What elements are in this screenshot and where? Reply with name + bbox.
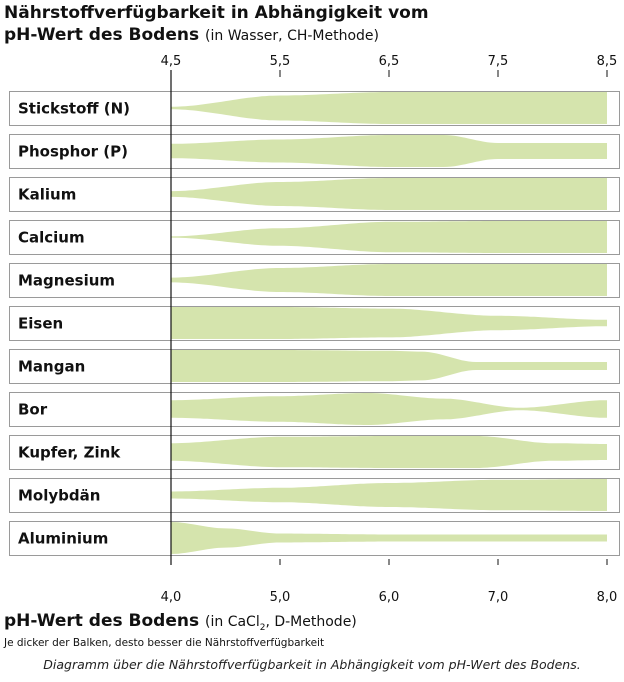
legend-note: Je dicker der Balken, desto besser die N… (4, 637, 325, 649)
row-label-phosphor-p: Phosphor (P) (18, 143, 128, 161)
x-axis-method: (in CaCl2, D-Methode) (205, 614, 357, 633)
figure-caption: Diagramm über die Nährstoffverfügbarkeit… (43, 657, 581, 672)
row-label-molybdän: Molybdän (18, 487, 100, 505)
bottom-tick-label: 4,0 (161, 590, 182, 605)
top-tick-label: 4,5 (161, 54, 182, 69)
band-aluminium (171, 522, 607, 554)
band-kupfer-zink (171, 436, 607, 468)
row-label-eisen: Eisen (18, 315, 63, 333)
bottom-tick-label: 5,0 (270, 590, 291, 605)
band-bor (171, 393, 607, 425)
band-magnesium (171, 264, 607, 296)
band-calcium (171, 221, 607, 253)
row-label-kupfer-zink: Kupfer, Zink (18, 444, 121, 462)
bottom-tick-label: 6,0 (379, 590, 400, 605)
top-tick-label: 7,5 (488, 54, 509, 69)
row-label-aluminium: Aluminium (18, 530, 108, 548)
band-phosphor-p (171, 135, 607, 167)
row-label-stickstoff-n: Stickstoff (N) (18, 100, 130, 118)
row-label-magnesium: Magnesium (18, 272, 115, 290)
bottom-tick-label: 8,0 (597, 590, 618, 605)
row-label-calcium: Calcium (18, 229, 85, 247)
band-eisen (171, 307, 607, 339)
top-tick-label: 6,5 (379, 54, 400, 69)
chart-title: Nährstoffverfügbarkeit in Abhängigkeit v… (4, 3, 429, 23)
band-kalium (171, 178, 607, 210)
row-label-kalium: Kalium (18, 186, 76, 204)
top-tick-label: 5,5 (270, 54, 291, 69)
x-axis-title: pH-Wert des Bodens (in CaCl2, D-Methode) (4, 610, 357, 639)
bottom-tick-label: 7,0 (488, 590, 509, 605)
row-label-mangan: Mangan (18, 358, 85, 376)
chart-title-line2: pH-Wert des Bodens (in Wasser, CH-Method… (4, 24, 379, 47)
band-molybdän (171, 479, 607, 511)
row-label-bor: Bor (18, 401, 48, 419)
band-stickstoff-n (171, 92, 607, 124)
top-tick-label: 8,5 (597, 54, 618, 69)
band-mangan (171, 350, 607, 382)
x-axis-title-main: pH-Wert des Bodens (4, 611, 200, 631)
top-axis-method: (in Wasser, CH-Methode) (205, 28, 380, 44)
top-axis-title: pH-Wert des Bodens (4, 25, 200, 45)
